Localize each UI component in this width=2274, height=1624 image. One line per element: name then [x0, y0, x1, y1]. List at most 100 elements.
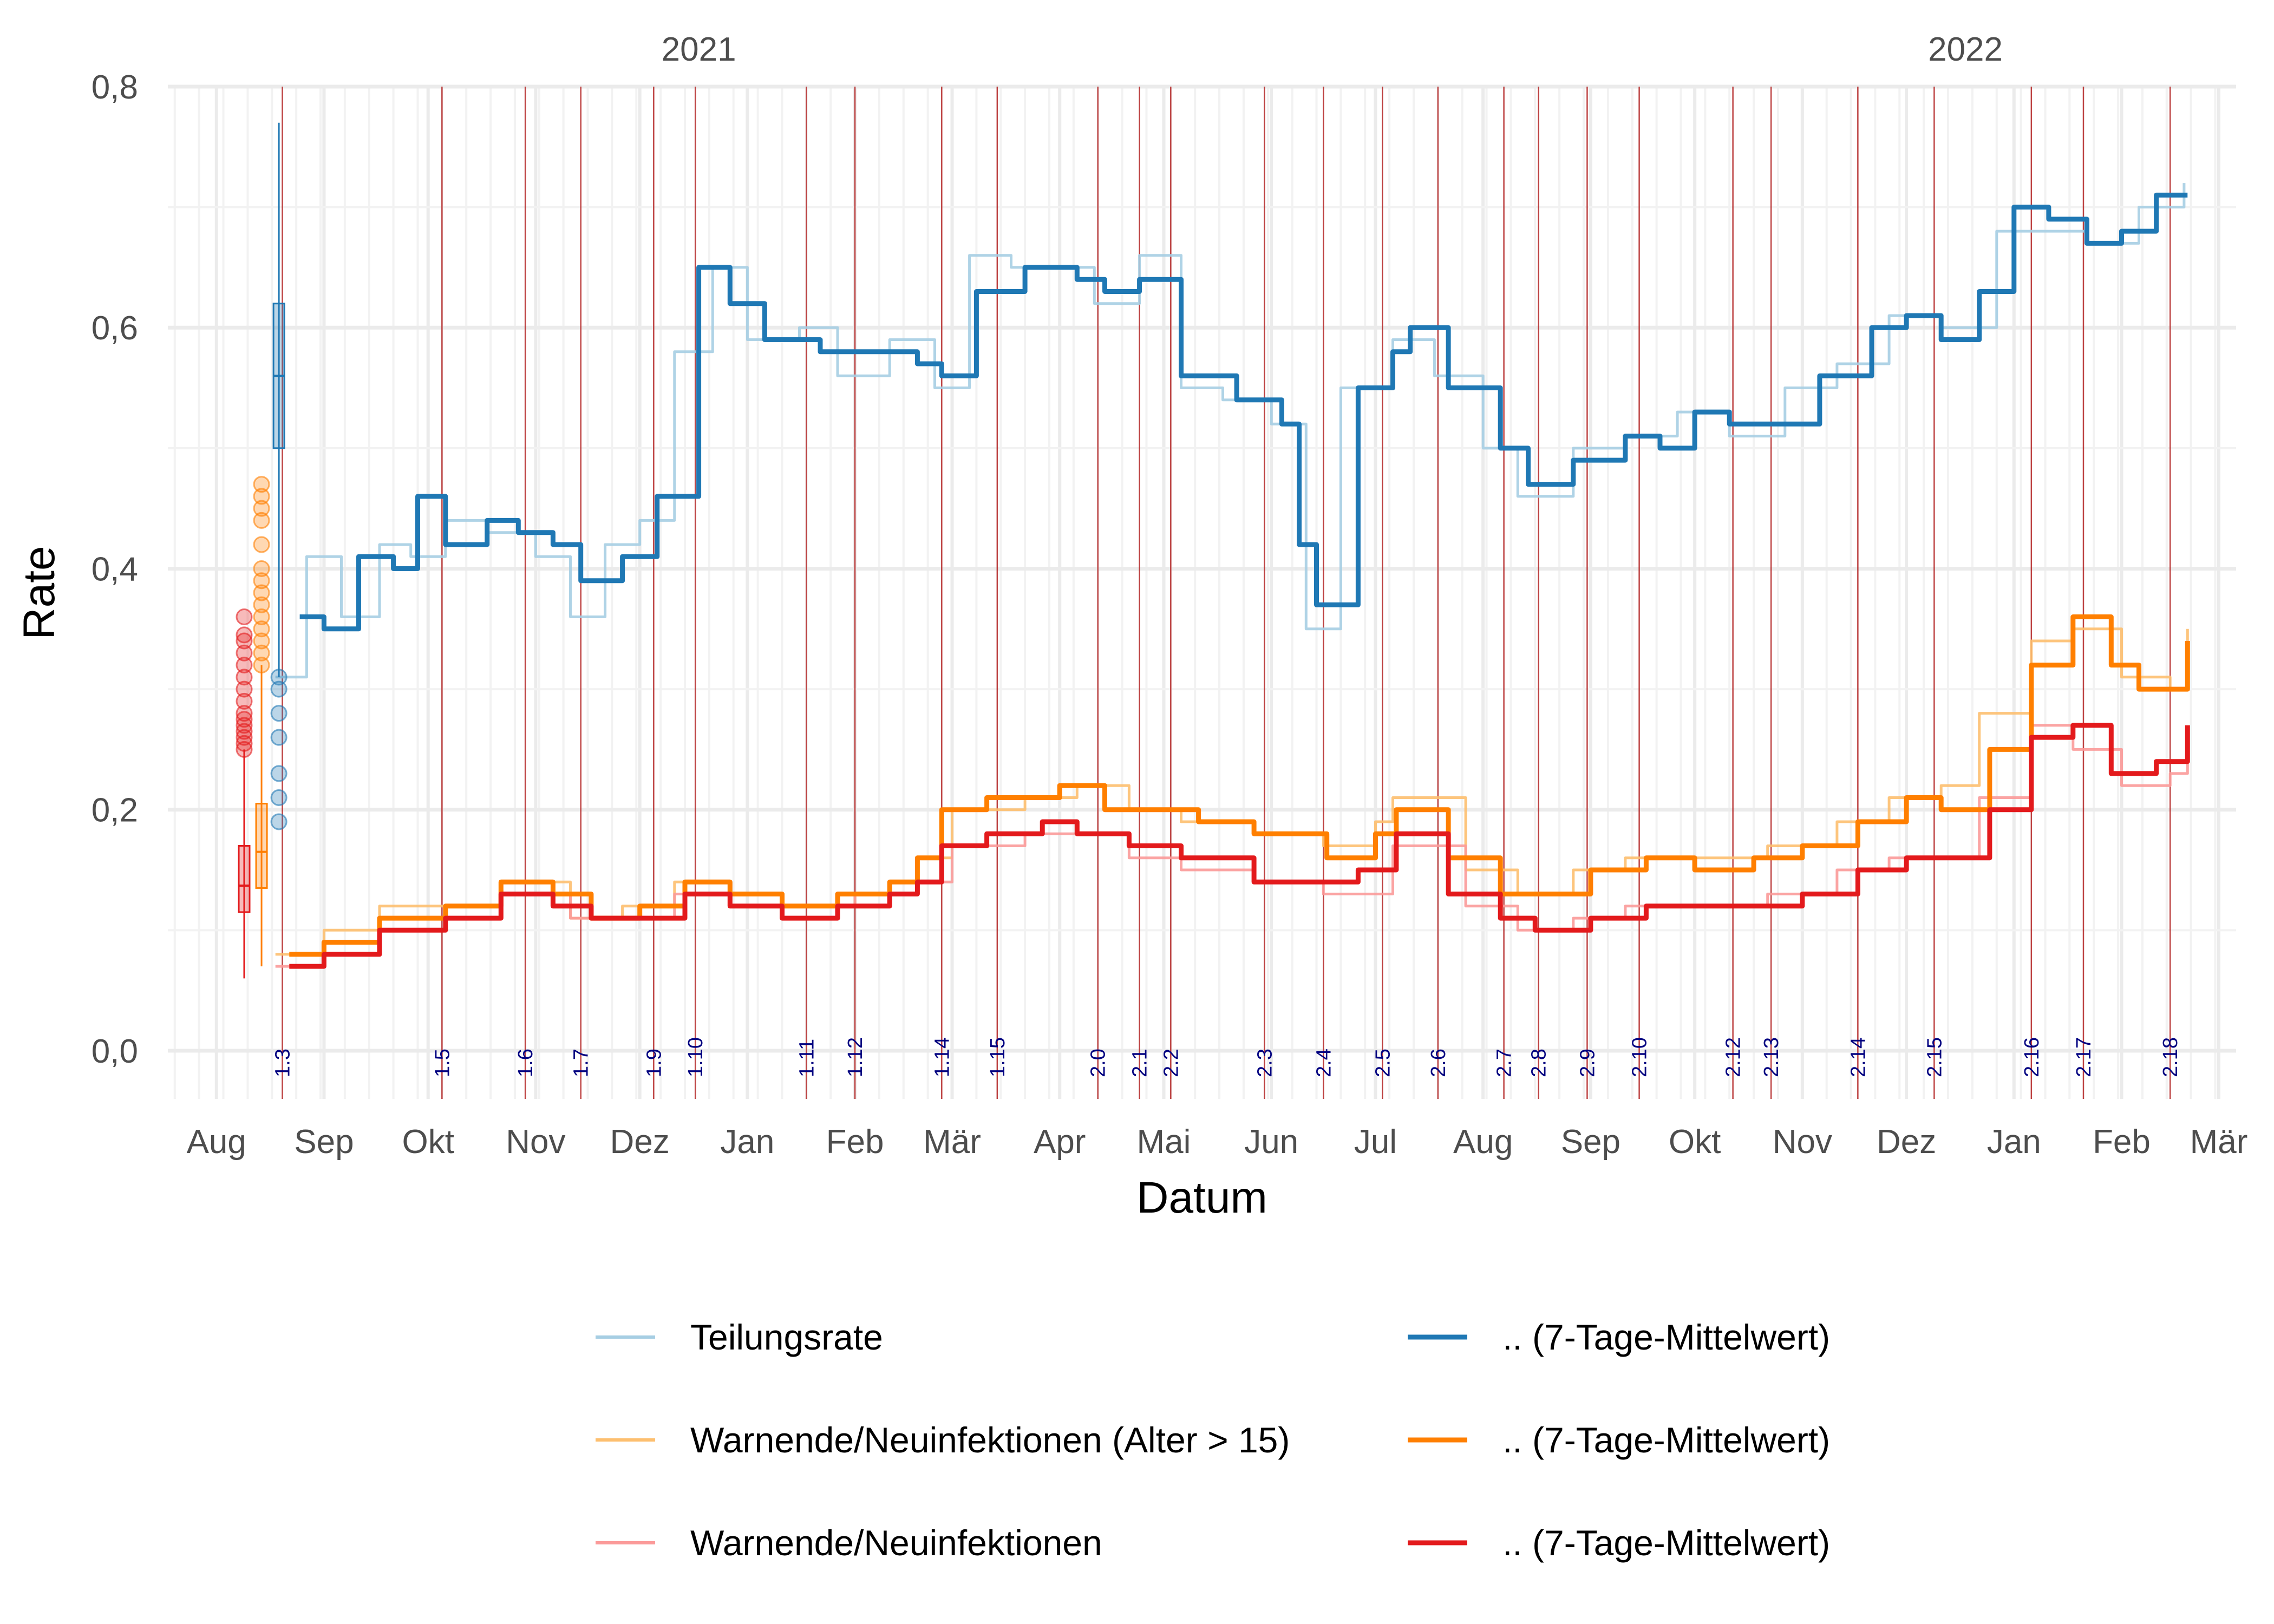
x-tick-label: Dez [1877, 1123, 1936, 1161]
boxplot-outlier [236, 717, 253, 734]
boxplot-outlier [236, 692, 253, 710]
x-tick-label: Aug [1453, 1123, 1513, 1161]
boxplot-outlier [270, 729, 287, 746]
version-label: 2.17 [2073, 1037, 2095, 1077]
version-markers: 1.3 1.5 1.6 1.7 1.9 1.10 1.11 1.12 1.14 1.15 2.0 2.… [272, 87, 2182, 1099]
x-tick-label: Nov [1773, 1123, 1832, 1161]
boxplot-outlier [236, 711, 253, 728]
version-label: 1.3 [272, 1049, 295, 1077]
version-label: 2.1 [1129, 1049, 1152, 1077]
boxplot-outlier [236, 632, 253, 650]
version-label: 1.6 [514, 1049, 537, 1077]
boxplot-outlier [253, 500, 270, 517]
x-tick-label: Dez [610, 1123, 670, 1161]
legend-item: Warnende/Neuinfektionen (Alter > 15) [596, 1420, 1290, 1460]
boxplot-outlier [236, 723, 253, 740]
boxplot-box [238, 845, 251, 913]
legend: Teilungsrate .. (7-Tage-Mittelwert) Warnen… [596, 1317, 1830, 1563]
legend-item: Teilungsrate [596, 1317, 883, 1357]
y-tick-label: 0,0 [92, 1033, 138, 1070]
version-label: 2.16 [2021, 1037, 2043, 1077]
version-label: 2.5 [1371, 1049, 1394, 1077]
x-tick-label: Okt [1669, 1123, 1721, 1161]
y-tick-label: 0,4 [92, 551, 138, 588]
y-tick-label: 0,6 [92, 310, 138, 347]
boxplot-outlier [270, 813, 287, 830]
boxplot-outlier [253, 488, 270, 505]
version-label: 2.0 [1087, 1049, 1110, 1077]
boxplot-outlier [253, 608, 270, 626]
x-tick-label: Sep [294, 1123, 354, 1161]
boxplot-box [255, 803, 268, 889]
boxplot-outlier [253, 644, 270, 662]
legend-label: Warnende/Neuinfektionen [690, 1523, 1102, 1563]
version-label: 2.9 [1576, 1049, 1599, 1077]
x-tick-label: Nov [506, 1123, 565, 1161]
legend-item: Warnende/Neuinfektionen [596, 1523, 1102, 1563]
legend-item: .. (7-Tage-Mittelwert) [1408, 1523, 1830, 1563]
boxplot-outlier [253, 476, 270, 493]
x-tick-label: Jun [1244, 1123, 1298, 1161]
version-label: 2.18 [2159, 1037, 2182, 1077]
boxplot-outlier [236, 644, 253, 662]
x-tick-label: Mär [2190, 1123, 2248, 1161]
boxplot-outlier [270, 789, 287, 806]
boxplot-outlier [270, 680, 287, 698]
year-label: 2021 [662, 31, 736, 68]
boxplot-outlier [270, 765, 287, 782]
boxplot-outlier [253, 560, 270, 577]
boxplot-outlier [253, 572, 270, 590]
version-label: 1.15 [986, 1037, 1009, 1077]
boxplot-outlier [236, 741, 253, 758]
x-tick-label: Mär [923, 1123, 981, 1161]
year-label: 2022 [1928, 31, 2003, 68]
version-label: 1.14 [931, 1037, 953, 1077]
summary-boxplots [236, 122, 287, 979]
y-tick-label: 0,2 [92, 792, 138, 829]
y-axis-title: Rate [15, 546, 64, 639]
version-label: 2.8 [1528, 1049, 1551, 1077]
version-label: 1.9 [643, 1049, 665, 1077]
x-tick-label: Jan [1987, 1123, 2041, 1161]
version-label: 2.13 [1760, 1037, 1783, 1077]
series-layer [275, 183, 2190, 969]
series-line-mean-5 [289, 723, 2190, 969]
x-tick-label: Feb [826, 1123, 884, 1161]
boxplot-outlier [236, 680, 253, 698]
version-label: 2.4 [1312, 1049, 1335, 1077]
axes: 0,0 0,2 0,4 0,6 0,8 Aug Sep Okt Nov Dez Jan Feb Mär A… [15, 31, 2247, 1222]
version-label: 1.10 [684, 1037, 707, 1077]
boxplot-outlier [236, 729, 253, 746]
legend-label: .. (7-Tage-Mittelwert) [1502, 1420, 1830, 1460]
boxplot-outlier [236, 626, 253, 644]
y-tick-label: 0,8 [92, 69, 138, 106]
series-line-mean-3 [289, 614, 2190, 957]
version-label: 1.12 [844, 1037, 867, 1077]
version-label: 1.7 [570, 1049, 593, 1077]
boxplot-0 [236, 608, 253, 979]
series-line-raw-2 [275, 627, 2189, 956]
boxplot-outlier [236, 657, 253, 674]
boxplot-outlier [253, 620, 270, 638]
version-label: 2.15 [1923, 1037, 1946, 1077]
boxplot-2 [270, 122, 287, 830]
legend-item: .. (7-Tage-Mittelwert) [1408, 1317, 1830, 1357]
boxplot-1 [253, 476, 270, 967]
boxplot-outlier [253, 596, 270, 613]
version-label: 2.2 [1160, 1049, 1182, 1077]
version-label: 2.10 [1629, 1037, 1651, 1077]
boxplot-outlier [236, 608, 253, 626]
legend-label: Warnende/Neuinfektionen (Alter > 15) [690, 1420, 1290, 1460]
version-label: 2.7 [1493, 1049, 1516, 1077]
boxplot-outlier [253, 536, 270, 553]
legend-label: Teilungsrate [690, 1317, 883, 1357]
x-tick-label: Jan [720, 1123, 774, 1161]
version-label: 2.12 [1722, 1037, 1745, 1077]
version-label: 1.11 [795, 1039, 818, 1077]
legend-label: .. (7-Tage-Mittelwert) [1502, 1523, 1830, 1563]
boxplot-outlier [253, 632, 270, 650]
version-label: 2.6 [1427, 1049, 1450, 1077]
boxplot-outlier [236, 705, 253, 722]
x-tick-label: Okt [402, 1123, 454, 1161]
